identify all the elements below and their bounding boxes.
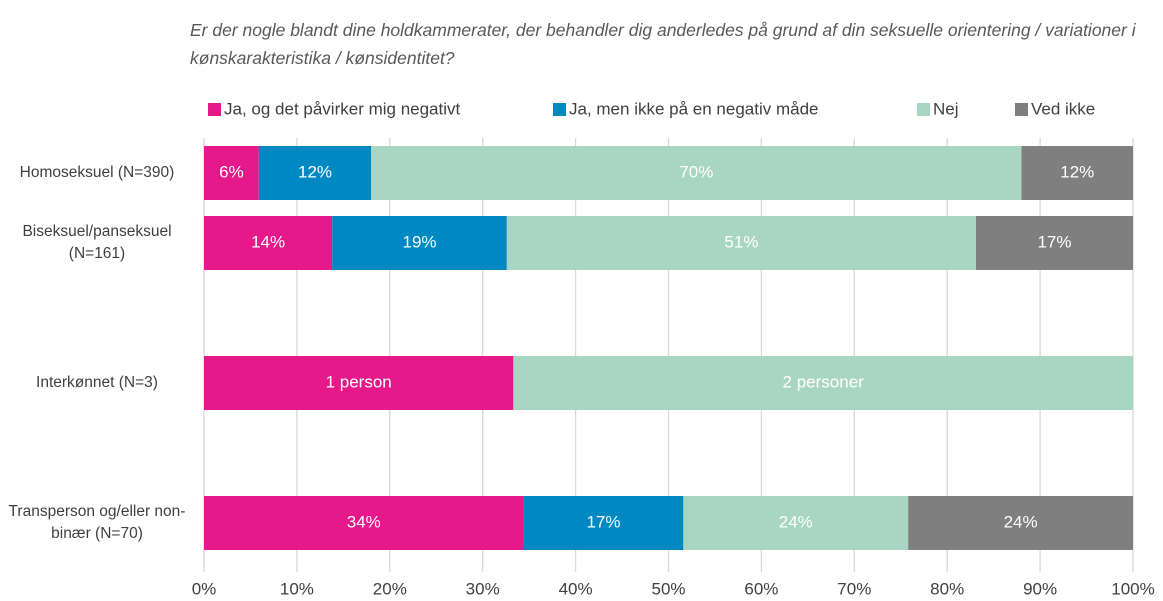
- x-tick-label: 50%: [651, 579, 685, 598]
- data-label: 19%: [403, 232, 437, 251]
- legend-label: Ja, men ikke på en negativ måde: [569, 99, 818, 118]
- legend-swatch: [208, 103, 221, 116]
- bar-segment: [1021, 146, 1133, 200]
- data-label: 17%: [1037, 232, 1071, 251]
- x-tick-label: 30%: [466, 579, 500, 598]
- data-label: 2 personer: [783, 372, 865, 391]
- x-tick-label: 80%: [930, 579, 964, 598]
- x-tick-label: 90%: [1023, 579, 1057, 598]
- data-label: 6%: [219, 162, 244, 181]
- bar-segment: [371, 146, 1022, 200]
- x-tick-label: 20%: [373, 579, 407, 598]
- bar-segment: [513, 356, 1133, 410]
- legend-label: Ja, og det påvirker mig negativt: [224, 99, 461, 118]
- data-label: 12%: [298, 162, 332, 181]
- bar-segment: [506, 216, 976, 270]
- legend-swatch: [917, 103, 930, 116]
- legend-label: Nej: [933, 99, 959, 118]
- bar-segment: [258, 146, 372, 200]
- data-label: 24%: [1004, 512, 1038, 531]
- x-tick-label: 70%: [837, 579, 871, 598]
- y-tick-label: Biseksuel/panseksuel (N=161): [22, 223, 172, 262]
- bar-segment: [204, 216, 333, 270]
- bar-segment: [683, 496, 909, 550]
- data-label: 70%: [679, 162, 713, 181]
- x-tick-label: 0%: [192, 579, 217, 598]
- y-tick-label: Transperson og/eller non-binær (N=70): [8, 503, 186, 542]
- bar-segment: [523, 496, 684, 550]
- bar-segment: [204, 496, 524, 550]
- x-tick-label: 40%: [559, 579, 593, 598]
- bar-segment: [332, 216, 507, 270]
- x-tick-label: 10%: [280, 579, 314, 598]
- data-label: 12%: [1060, 162, 1094, 181]
- bar-segment: [908, 496, 1133, 550]
- data-label: 14%: [251, 232, 285, 251]
- x-tick-label: 60%: [744, 579, 778, 598]
- data-label: 24%: [779, 512, 813, 531]
- data-label: 1 person: [326, 372, 392, 391]
- bar-segment: [975, 216, 1133, 270]
- data-label: 17%: [586, 512, 620, 531]
- data-label: 51%: [724, 232, 758, 251]
- data-label: 34%: [347, 512, 381, 531]
- legend-swatch: [1015, 103, 1028, 116]
- x-tick-label: 100%: [1111, 579, 1154, 598]
- chart-title: Er der nogle blandt dine holdkammerater,…: [190, 20, 1136, 68]
- bar-segment: [204, 356, 514, 410]
- bar-segment: [204, 146, 259, 200]
- legend-swatch: [553, 103, 566, 116]
- legend-label: Ved ikke: [1031, 99, 1095, 118]
- y-tick-label: Interkønnet (N=3): [36, 374, 158, 391]
- y-tick-label: Homoseksuel (N=390): [19, 164, 175, 181]
